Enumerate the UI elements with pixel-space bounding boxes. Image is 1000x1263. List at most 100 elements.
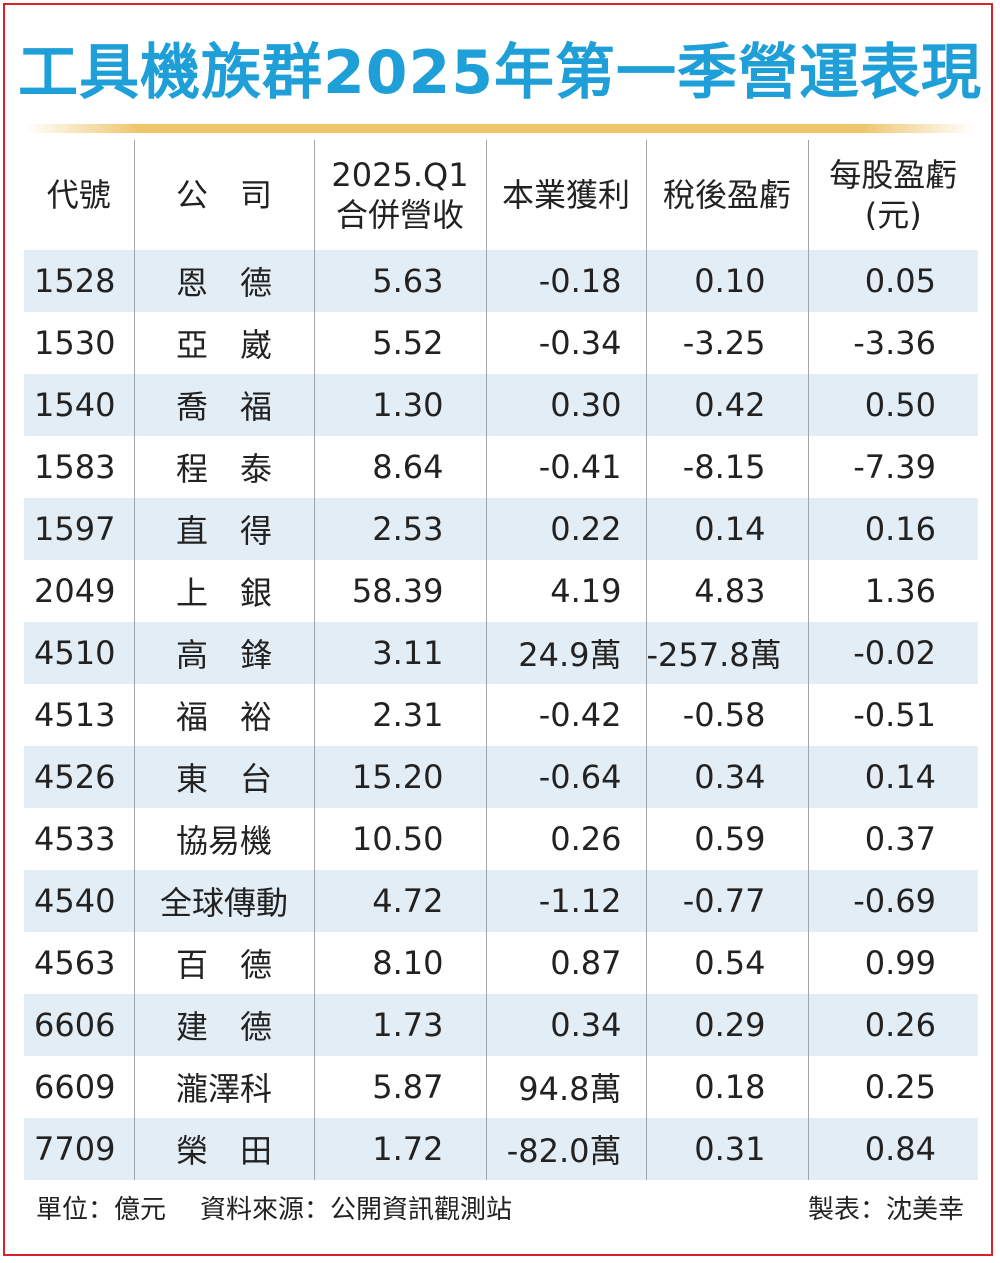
net-income-value: 0.34 xyxy=(645,746,808,808)
operating-profit-value: 0.22 xyxy=(485,498,646,560)
revenue-value: 2.53 xyxy=(313,498,486,560)
eps-value: -0.02 xyxy=(807,622,978,684)
eps-value: 0.99 xyxy=(807,932,978,994)
header-operating-profit-line1: 本業獲利 xyxy=(501,176,630,214)
table-row: 1540 喬 福 1.30 0.30 0.42 0.50 xyxy=(24,374,978,436)
company-name: 程 泰 xyxy=(133,436,314,498)
operating-profit-value: 0.26 xyxy=(485,808,646,870)
revenue-value: 3.11 xyxy=(313,622,486,684)
stock-code: 4526 xyxy=(24,746,134,808)
operating-profit-value: 0.30 xyxy=(485,374,646,436)
stock-code: 1583 xyxy=(34,448,116,486)
stock-code: 4513 xyxy=(34,696,116,734)
net-income-value: 0.18 xyxy=(645,1056,808,1118)
header-code: 代號 xyxy=(24,140,134,250)
company-name: 直 得 xyxy=(133,498,314,560)
net-income-value: -3.25 xyxy=(645,312,808,374)
company-name: 榮 田 xyxy=(133,1118,314,1180)
revenue-value: 1.73 xyxy=(313,994,486,1056)
table-row: 2049 上 銀 58.39 4.19 4.83 1.36 xyxy=(24,560,978,622)
eps-value: 1.36 xyxy=(807,560,978,622)
operating-profit-value: -0.42 xyxy=(485,684,646,746)
operating-profit-value: -82.0萬 xyxy=(485,1118,646,1180)
company-name: 瀧澤科 xyxy=(133,1056,314,1118)
eps-value: 0.05 xyxy=(807,250,978,312)
table-row: 1597 直 得 2.53 0.22 0.14 0.16 xyxy=(24,498,978,560)
table-row: 4563 百 德 8.10 0.87 0.54 0.99 xyxy=(24,932,978,994)
header-revenue-line2: 合併營收 xyxy=(335,196,464,234)
operating-profit-value: 0.87 xyxy=(485,932,646,994)
company-name: 高 鋒 xyxy=(133,622,314,684)
operating-profit-value: -0.34 xyxy=(485,312,646,374)
table-row: 7709 榮 田 1.72 -82.0萬 0.31 0.84 xyxy=(24,1118,978,1180)
table-row: 1528 恩 德 5.63 -0.18 0.10 0.05 xyxy=(24,250,978,312)
net-income-value: -8.15 xyxy=(645,436,808,498)
table-row: 4510 高 鋒 3.11 24.9萬 -257.8萬 -0.02 xyxy=(24,622,978,684)
header-company-line1: 公 司 xyxy=(175,176,272,214)
table-row: 6609 瀧澤科 5.87 94.8萬 0.18 0.25 xyxy=(24,1056,978,1118)
revenue-value: 58.39 xyxy=(313,560,486,622)
footer-left: 單位：億元 資料來源：公開資訊觀測站 xyxy=(36,1192,512,1228)
stock-code: 7709 xyxy=(24,1118,134,1180)
page-title: 工具機族群2025年第一季營運表現 xyxy=(18,38,982,108)
net-income-value: 4.83 xyxy=(645,560,808,622)
company-name: 百 德 xyxy=(133,932,314,994)
revenue-value: 4.72 xyxy=(313,870,486,932)
operating-profit-value: -0.41 xyxy=(485,436,646,498)
table-row: 1583 程 泰 8.64 -0.41 -8.15 -7.39 xyxy=(24,436,978,498)
revenue-value: 1.30 xyxy=(313,374,486,436)
eps-value: 0.25 xyxy=(807,1056,978,1118)
table-row: 4526 東 台 15.20 -0.64 0.34 0.14 xyxy=(24,746,978,808)
company-name: 建 德 xyxy=(133,994,314,1056)
header-net-income: 稅後盈虧 xyxy=(645,140,808,250)
operating-profit-value: -0.64 xyxy=(485,746,646,808)
eps-value: 0.26 xyxy=(807,994,978,1056)
operating-profit-value: 94.8萬 xyxy=(485,1056,646,1118)
net-income-value: 0.14 xyxy=(645,498,808,560)
eps-value: 0.84 xyxy=(807,1118,978,1180)
stock-code: 6609 xyxy=(34,1068,116,1106)
company-name: 喬 福 xyxy=(133,374,314,436)
revenue-value: 1.72 xyxy=(313,1118,486,1180)
stock-code: 4510 xyxy=(24,622,134,684)
eps-value: -7.39 xyxy=(807,436,978,498)
operating-profit-value: 4.19 xyxy=(485,560,646,622)
stock-code: 2049 xyxy=(34,572,116,610)
revenue-value: 5.87 xyxy=(313,1056,486,1118)
header-operating-profit: 本業獲利 xyxy=(485,140,646,250)
revenue-value: 5.52 xyxy=(313,312,486,374)
table-row: 4540 全球傳動 4.72 -1.12 -0.77 -0.69 xyxy=(24,870,978,932)
eps-value: -0.69 xyxy=(807,870,978,932)
header-eps: 每股盈虧 (元) xyxy=(807,140,978,250)
table-row: 6606 建 德 1.73 0.34 0.29 0.26 xyxy=(24,994,978,1056)
header-revenue-line1: 2025.Q1 xyxy=(331,156,469,194)
operating-profit-value: -1.12 xyxy=(485,870,646,932)
net-income-value: 0.10 xyxy=(645,250,808,312)
unit-note: 單位：億元 xyxy=(36,1195,167,1225)
stock-code: 4563 xyxy=(34,944,116,982)
net-income-value: -257.8萬 xyxy=(645,622,808,684)
eps-value: 0.50 xyxy=(807,374,978,436)
header-eps-line1: 每股盈虧 xyxy=(829,156,958,194)
company-name: 福 裕 xyxy=(133,684,314,746)
eps-value: 0.37 xyxy=(807,808,978,870)
company-name: 全球傳動 xyxy=(133,870,314,932)
revenue-value: 8.64 xyxy=(313,436,486,498)
header-eps-line2: (元) xyxy=(864,196,922,234)
table-row: 4533 協易機 10.50 0.26 0.59 0.37 xyxy=(24,808,978,870)
company-name: 亞 崴 xyxy=(133,312,314,374)
revenue-value: 8.10 xyxy=(313,932,486,994)
stock-code: 1540 xyxy=(24,374,134,436)
revenue-value: 5.63 xyxy=(313,250,486,312)
stock-code: 4533 xyxy=(34,820,116,858)
revenue-value: 10.50 xyxy=(313,808,486,870)
company-name: 協易機 xyxy=(133,808,314,870)
eps-value: 0.16 xyxy=(807,498,978,560)
eps-value: 0.14 xyxy=(807,746,978,808)
credit-note: 製表：沈美幸 xyxy=(807,1195,964,1225)
eps-value: -0.51 xyxy=(807,684,978,746)
stock-code: 1530 xyxy=(34,324,116,362)
stock-code: 4540 xyxy=(24,870,134,932)
operating-profit-value: -0.18 xyxy=(485,250,646,312)
